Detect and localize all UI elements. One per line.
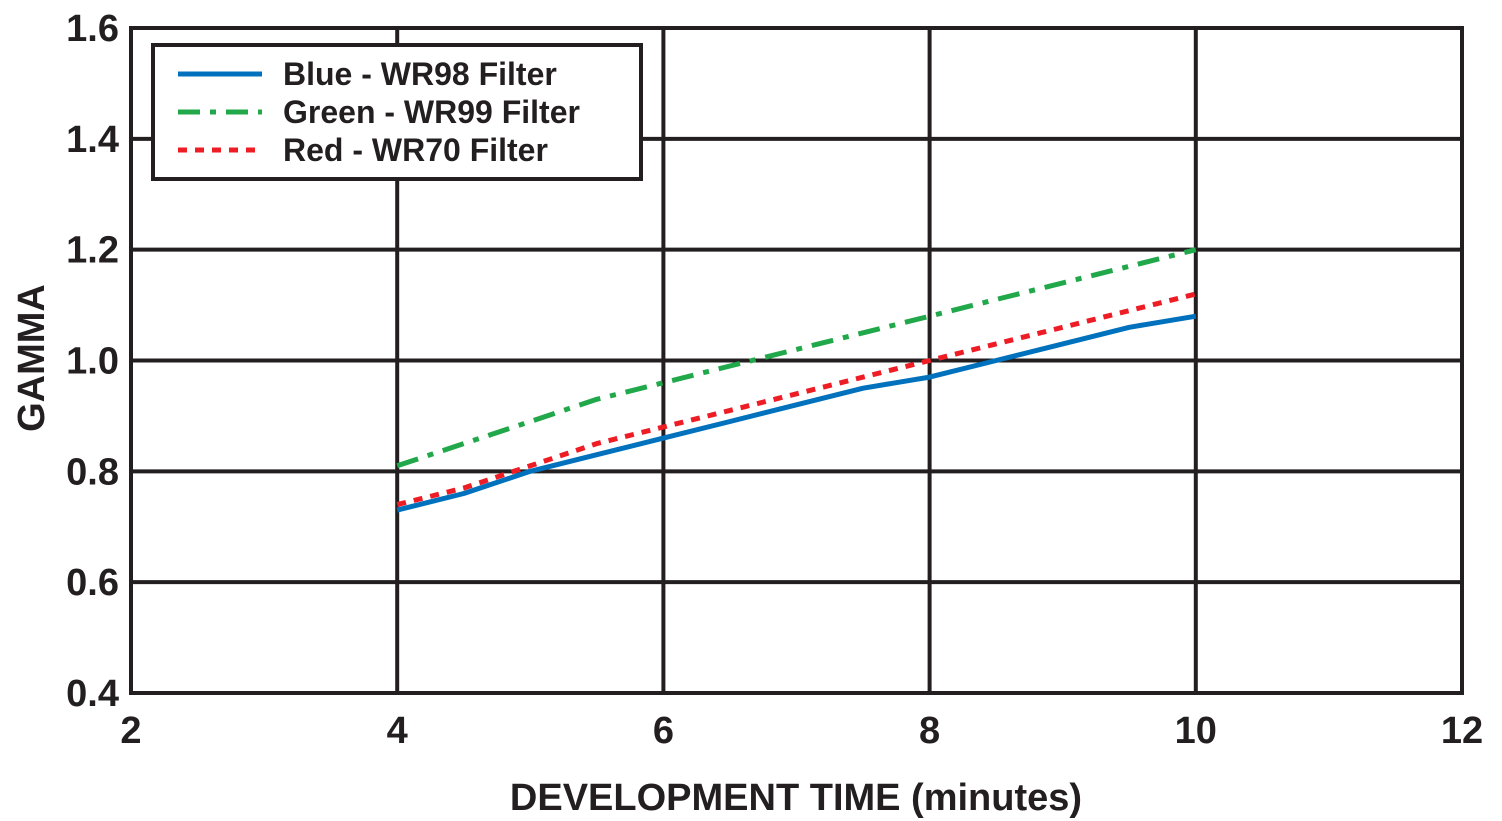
y-axis-label: GAMMA [11,284,53,432]
series-line [396,313,1197,513]
x-tick-label: 12 [1441,710,1483,752]
x-tick-label: 4 [387,710,408,752]
x-tick-label: 6 [653,710,674,752]
x-tick-label: 2 [120,710,141,752]
x-axis-label: DEVELOPMENT TIME (minutes) [510,777,1082,819]
y-tick-label: 1.2 [66,230,119,272]
x-tick-label: 8 [919,710,940,752]
legend-label: Blue - WR98 Filter [283,56,557,92]
legend-label: Green - WR99 Filter [283,94,580,130]
series-line [396,247,1197,469]
series-line [396,291,1197,508]
series-lines [396,247,1197,513]
y-tick-label: 1.0 [66,341,119,383]
y-tick-label: 0.4 [66,673,119,715]
y-tick-label: 1.6 [66,8,119,50]
x-tick-labels: 2 4 6 8 10 12 [120,710,1483,752]
y-tick-label: 0.6 [66,562,119,604]
y-tick-label: 0.8 [66,451,119,493]
y-tick-label: 1.4 [66,119,119,161]
y-tick-labels: 0.4 0.6 0.8 1.0 1.2 1.4 1.6 [66,8,119,715]
legend-box [151,43,643,181]
x-tick-label: 10 [1175,710,1217,752]
legend-label: Red - WR70 Filter [283,132,548,168]
plot-frame [129,26,1464,695]
